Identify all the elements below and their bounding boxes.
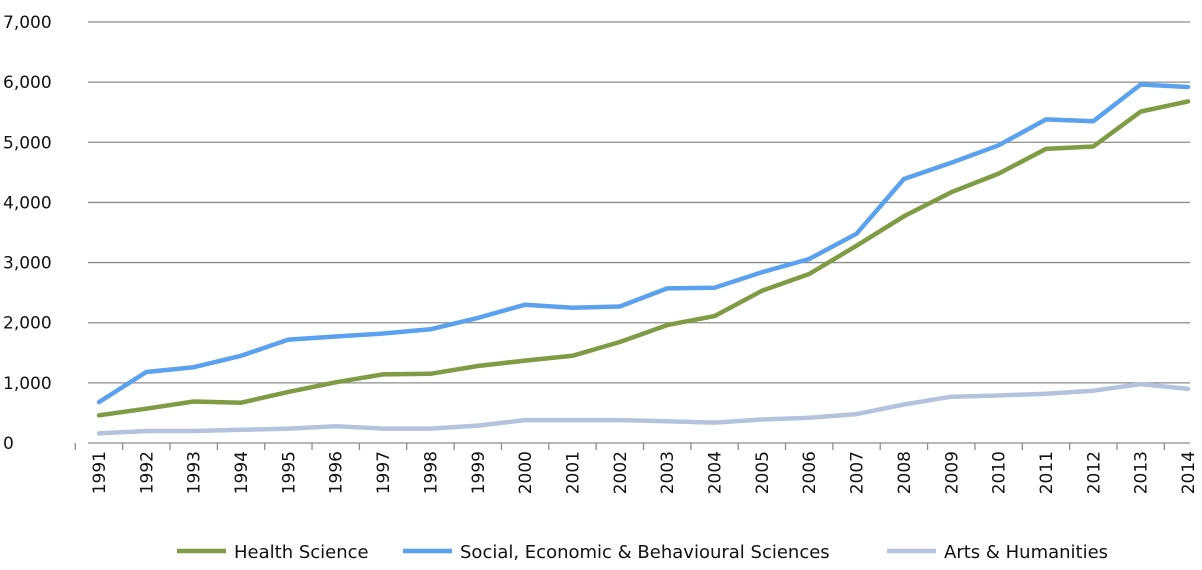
x-tick-label: 2005: [753, 451, 773, 494]
x-tick-label: 2008: [895, 451, 915, 494]
x-tick-label: 2003: [658, 451, 678, 494]
x-tick-label: 1995: [279, 451, 299, 494]
y-tick-label: 6,000: [3, 73, 52, 93]
x-tick-label: 1993: [185, 451, 205, 494]
x-axis: 1991 1992 1993 1994 1995 1996 1997 1998 1999 2000…: [74, 442, 1199, 494]
series-line-2: [96, 381, 1191, 436]
x-tick-label: 1997: [374, 451, 394, 494]
y-tick-label: 2,000: [3, 314, 52, 334]
legend-label: Social, Economic & Behavioural Sciences: [460, 542, 830, 563]
x-tick-label: 1994: [232, 451, 252, 494]
y-tick-label: 5,000: [3, 133, 52, 153]
x-tick-label: 1991: [90, 451, 110, 494]
legend: Health Science Social, Economic & Behavio…: [177, 542, 1108, 563]
series-line-1: [96, 82, 1191, 405]
y-tick-label: 1,000: [3, 374, 52, 394]
gridlines: [88, 21, 1190, 384]
y-tick-label: 3,000: [3, 254, 52, 274]
legend-label: Health Science: [234, 542, 369, 563]
y-axis: 0 1,000 2,000 3,000 4,000 5,000 6,000 7,000: [3, 13, 52, 454]
y-tick-label: 4,000: [3, 193, 52, 213]
x-tick-label: 2000: [516, 451, 536, 494]
series-lines: [96, 82, 1191, 436]
x-tick-label: 2010: [990, 451, 1010, 494]
x-tick-label: 2012: [1084, 451, 1104, 494]
series-line-0: [96, 99, 1191, 418]
y-tick-label: 0: [3, 434, 14, 454]
x-tick-label: 2014: [1179, 451, 1199, 494]
x-tick-label: 1992: [137, 451, 157, 494]
y-tick-label: 7,000: [3, 13, 52, 33]
x-tick-label: 2002: [611, 451, 631, 494]
x-tick-label: 2011: [1037, 451, 1057, 494]
x-tick-label: 1998: [421, 451, 441, 494]
x-tick-label: 2006: [800, 451, 820, 494]
legend-label: Arts & Humanities: [944, 542, 1108, 563]
x-tick-label: 2007: [848, 451, 868, 494]
x-tick-label: 2009: [942, 451, 962, 494]
x-tick-label: 1999: [469, 451, 489, 494]
x-tick-label: 2013: [1132, 451, 1152, 494]
x-tick-label: 2004: [706, 451, 726, 494]
x-tick-label: 2001: [563, 451, 583, 494]
x-tick-label: 1996: [327, 451, 347, 494]
